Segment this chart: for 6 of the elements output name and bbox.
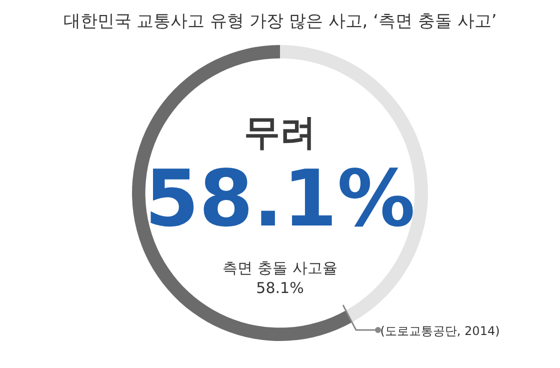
chart-title: 대한민국 교통사고 유형 가장 많은 사고, ‘측면 충돌 사고’: [63, 11, 497, 32]
data-label: 58.1%: [256, 278, 304, 297]
text: 무려: [244, 112, 316, 154]
slice-label: 측면 충돌 사고율: [222, 258, 338, 277]
text: (도로교통공단, 2014): [380, 324, 500, 338]
text: 58.1%: [144, 154, 416, 244]
